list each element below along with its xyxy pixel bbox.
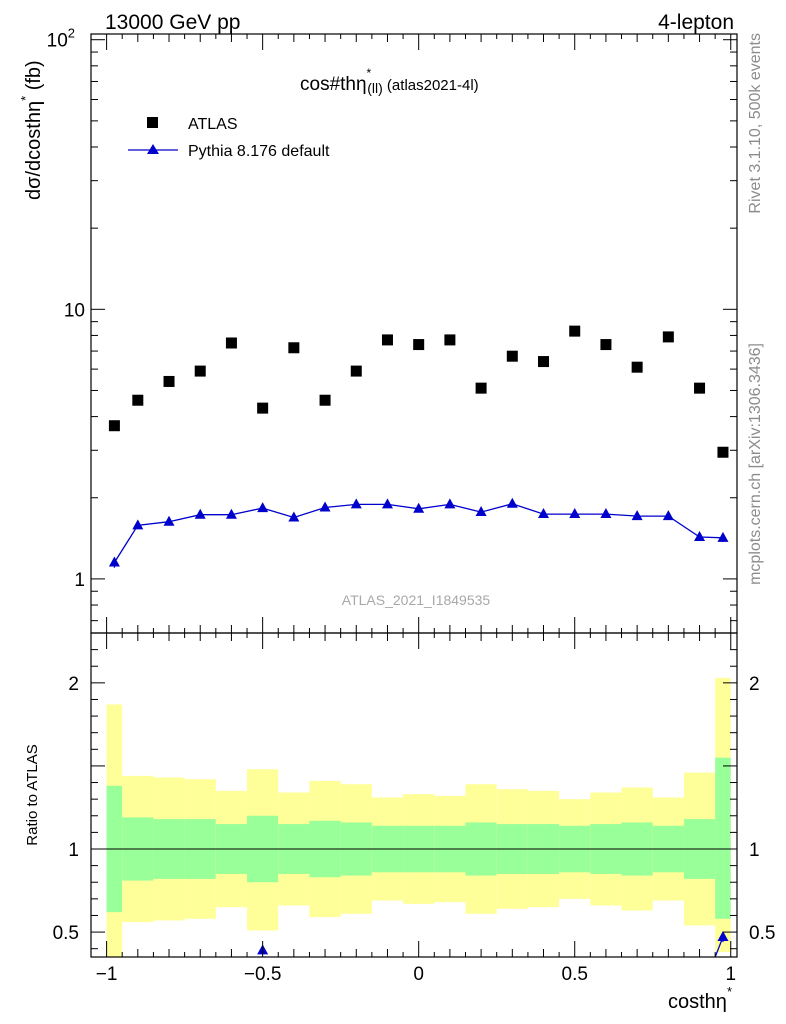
atlas-point bbox=[694, 382, 706, 394]
pythia-point bbox=[444, 498, 456, 509]
pythia-point bbox=[538, 508, 550, 519]
ratio-y-tick-label-right: 1 bbox=[749, 840, 760, 861]
atlas-point bbox=[350, 365, 362, 377]
band-inner-bin bbox=[715, 757, 731, 919]
atlas-point bbox=[631, 361, 643, 373]
ratio-plot-marks bbox=[257, 931, 729, 958]
pythia-point bbox=[319, 501, 331, 512]
ratio-uncertainty-bands bbox=[91, 677, 737, 957]
legend: ATLAS Pythia 8.176 default bbox=[128, 116, 330, 160]
pythia-point bbox=[288, 511, 300, 522]
atlas-point bbox=[444, 334, 456, 346]
atlas-point bbox=[569, 325, 581, 337]
pythia-point bbox=[631, 510, 643, 521]
pythia-point bbox=[506, 497, 518, 508]
ratio-y-tick-label: 0.5 bbox=[53, 923, 79, 944]
legend-marker-pythia bbox=[147, 144, 159, 154]
atlas-point bbox=[475, 382, 487, 394]
pythia-point bbox=[475, 506, 487, 517]
x-tick-label: −0.5 bbox=[244, 964, 282, 985]
atlas-point bbox=[257, 402, 269, 414]
pythia-point bbox=[257, 502, 269, 513]
atlas-point bbox=[506, 350, 518, 362]
pythia-point bbox=[350, 498, 362, 509]
pythia-point bbox=[600, 508, 612, 519]
ratio-y-axis-label: Ratio to ATLAS bbox=[24, 744, 41, 845]
pythia-point bbox=[132, 519, 144, 530]
ratio-y-tick-label-right: 2 bbox=[749, 674, 760, 695]
ratio-y-tick-label-right: 0.5 bbox=[749, 923, 775, 944]
pythia-point bbox=[108, 556, 120, 567]
legend-label-atlas: ATLAS bbox=[188, 116, 238, 133]
pythia-point bbox=[194, 508, 206, 519]
source-label: mcplots.cern.ch [arXiv:1306.3436] bbox=[747, 343, 764, 585]
pythia-point bbox=[694, 531, 706, 542]
pythia-point bbox=[163, 515, 175, 526]
y-tick-label: 10 bbox=[64, 300, 85, 321]
atlas-point bbox=[288, 342, 300, 354]
atlas-point bbox=[163, 375, 175, 387]
y-tick-label: 1 bbox=[74, 570, 85, 591]
atlas-point bbox=[225, 337, 237, 349]
header-right: 4-lepton bbox=[658, 11, 734, 34]
ratio-frame bbox=[90, 632, 738, 958]
atlas-point bbox=[381, 334, 393, 346]
rivet-label: Rivet 3.1.10, 500k events bbox=[747, 33, 764, 214]
pythia-point bbox=[662, 510, 674, 521]
atlas-point bbox=[538, 356, 550, 368]
pythia-point bbox=[569, 508, 581, 519]
atlas-point bbox=[662, 331, 674, 343]
y-tick-label: 102 bbox=[47, 26, 75, 52]
legend-label-pythia: Pythia 8.176 default bbox=[188, 143, 330, 160]
x-tick-label: 1 bbox=[725, 964, 736, 985]
pythia-point bbox=[413, 502, 425, 513]
ratio-y-tick-label: 2 bbox=[68, 674, 79, 695]
atlas-point bbox=[717, 446, 729, 458]
ratio-y-tick-label: 1 bbox=[68, 840, 79, 861]
header-left: 13000 GeV pp bbox=[105, 11, 240, 34]
atlas-point bbox=[132, 394, 144, 406]
legend-marker-atlas bbox=[147, 117, 158, 128]
main-plot-marks bbox=[108, 325, 729, 568]
y-axis-label: dσ/dcosthη* (fb) bbox=[18, 60, 45, 200]
x-axis-label: costhη* bbox=[668, 984, 732, 1013]
atlas-point bbox=[319, 394, 331, 406]
pythia-point bbox=[717, 531, 729, 542]
pythia-point bbox=[381, 498, 393, 509]
atlas-point bbox=[600, 339, 612, 351]
x-tick-label: −1 bbox=[96, 964, 118, 985]
atlas-point bbox=[413, 339, 425, 351]
pythia-point bbox=[225, 508, 237, 519]
x-tick-label: 0.5 bbox=[562, 964, 588, 985]
ratio-point bbox=[717, 931, 729, 942]
atlas-point bbox=[194, 365, 206, 377]
atlas-point bbox=[108, 420, 120, 432]
analysis-watermark: ATLAS_2021_I1849535 bbox=[342, 592, 491, 608]
main-title: cos#thη* (ll) (atlas2021-4l) bbox=[300, 66, 479, 96]
x-tick-label: 0 bbox=[413, 964, 424, 985]
axes: −1 −0.5 0 0.5 1 1 10 102 0.5 0.5 1 1 2 2 bbox=[47, 26, 776, 985]
